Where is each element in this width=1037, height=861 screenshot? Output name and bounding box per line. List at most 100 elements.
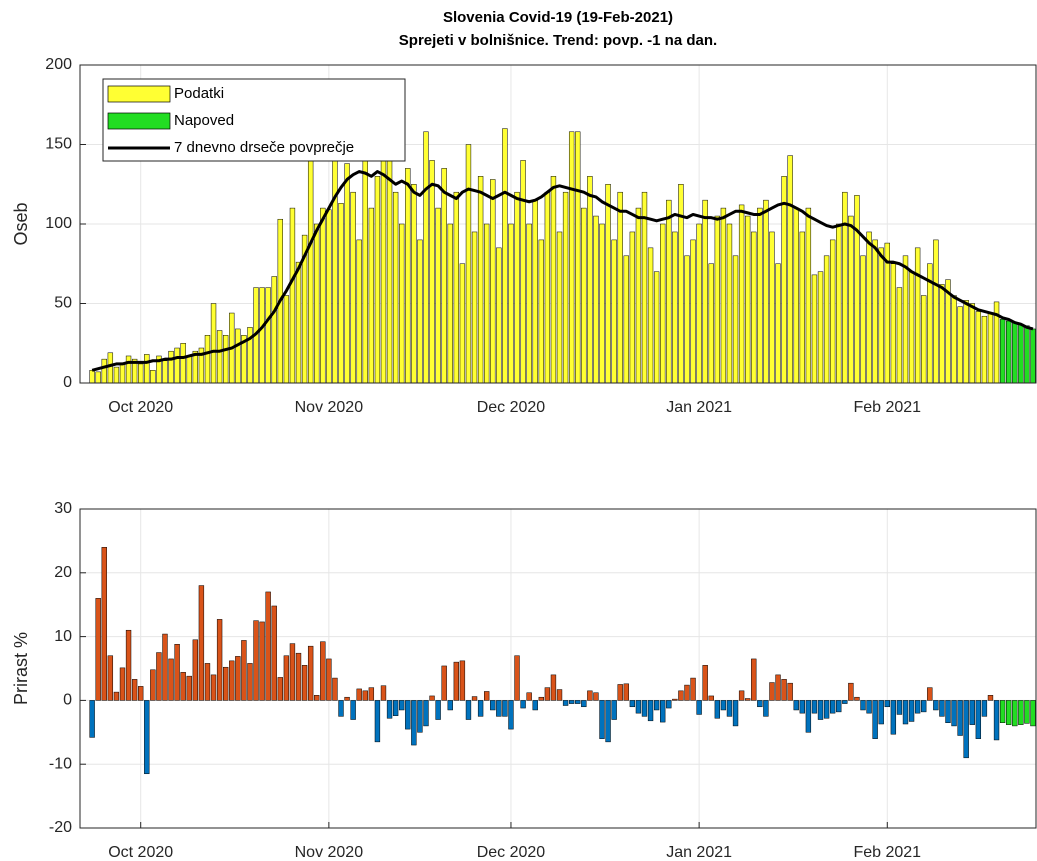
bar xyxy=(235,328,241,384)
bar xyxy=(544,687,551,701)
bar xyxy=(307,160,314,384)
bar xyxy=(799,700,805,714)
bar xyxy=(817,700,824,720)
bar xyxy=(641,700,648,717)
x-tick-label: Jan 2021 xyxy=(666,844,732,861)
bar xyxy=(1018,700,1024,725)
bar xyxy=(805,700,812,733)
x-tick-label: Feb 2021 xyxy=(853,844,921,861)
bar xyxy=(575,131,581,384)
bar xyxy=(878,700,884,725)
bar xyxy=(186,355,192,384)
bar xyxy=(781,176,787,384)
bar xyxy=(508,700,514,730)
bar xyxy=(775,674,781,701)
bar xyxy=(326,658,332,701)
bar xyxy=(605,700,611,743)
bar xyxy=(587,690,593,701)
bar xyxy=(180,343,186,384)
bar xyxy=(502,128,508,384)
bar xyxy=(890,263,897,384)
chart-subtitle: Sprejeti v bolnišnice. Trend: povp. -1 n… xyxy=(399,32,717,49)
bar xyxy=(277,677,283,701)
bar xyxy=(89,700,95,738)
bar xyxy=(392,700,399,716)
bar xyxy=(453,191,460,384)
legend-swatch xyxy=(107,112,171,130)
bar xyxy=(738,204,745,384)
y-tick-label: -20 xyxy=(49,819,72,836)
bar xyxy=(198,585,205,701)
bar xyxy=(441,665,447,701)
bar xyxy=(411,700,417,746)
bar xyxy=(720,700,727,711)
bar xyxy=(107,352,114,384)
bar xyxy=(168,658,174,701)
bar xyxy=(793,207,799,384)
bar xyxy=(1030,700,1036,727)
bar xyxy=(623,255,629,384)
bar xyxy=(696,223,702,384)
bar xyxy=(496,700,502,717)
bar xyxy=(617,684,623,701)
bar xyxy=(587,176,593,384)
plot-frame xyxy=(79,508,1037,829)
chart-title: Slovenia Covid-19 (19-Feb-2021) xyxy=(443,9,673,26)
bar xyxy=(969,700,975,725)
bar xyxy=(666,700,672,709)
bar xyxy=(890,700,897,735)
bar xyxy=(629,231,636,384)
bar xyxy=(1030,328,1036,384)
bar xyxy=(392,191,399,384)
bar xyxy=(884,242,890,384)
bar xyxy=(180,672,186,701)
bar xyxy=(216,619,223,701)
bar xyxy=(89,370,95,384)
bar xyxy=(854,195,860,384)
bar xyxy=(568,131,575,384)
bar xyxy=(981,700,988,717)
bar xyxy=(520,700,526,709)
bar xyxy=(1024,700,1030,724)
bar xyxy=(623,683,629,701)
bar xyxy=(696,700,702,715)
bar xyxy=(307,645,314,701)
bar xyxy=(144,354,150,384)
bar xyxy=(751,658,757,701)
bar xyxy=(921,295,927,384)
plot-frame xyxy=(79,64,1037,384)
bar xyxy=(672,698,678,701)
bar xyxy=(295,652,302,701)
bar xyxy=(222,666,229,701)
bar xyxy=(568,700,575,704)
bar xyxy=(283,295,290,384)
bar xyxy=(101,547,107,701)
bar xyxy=(829,700,836,714)
bar xyxy=(338,203,344,384)
bar xyxy=(265,591,271,701)
bar xyxy=(496,247,502,384)
bar xyxy=(162,360,168,384)
bar xyxy=(908,700,915,722)
bar xyxy=(514,655,520,701)
bar xyxy=(684,255,690,384)
bar xyxy=(314,223,320,384)
bar xyxy=(241,640,247,701)
bar xyxy=(927,687,933,701)
bar xyxy=(101,358,107,384)
y-axis-label: Prirast % xyxy=(11,632,31,705)
bar xyxy=(690,677,696,701)
bar xyxy=(374,176,381,384)
bar xyxy=(769,682,775,701)
bar xyxy=(441,168,447,384)
bar xyxy=(399,700,405,711)
bar xyxy=(951,700,957,727)
bar xyxy=(484,691,490,701)
bar xyxy=(380,685,387,701)
bar xyxy=(993,700,1000,741)
bar xyxy=(417,239,423,384)
bar xyxy=(459,660,466,701)
bar xyxy=(520,160,526,384)
bar xyxy=(150,370,156,384)
bar xyxy=(210,674,217,701)
